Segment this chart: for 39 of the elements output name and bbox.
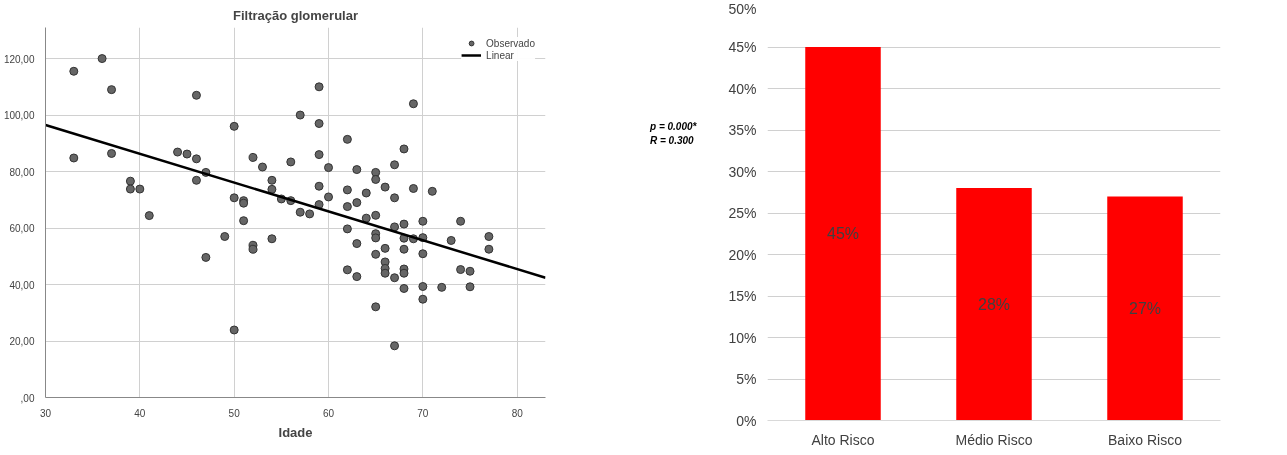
bar — [1107, 196, 1183, 421]
x-axis-title: Idade — [278, 424, 313, 440]
y-tick-label: 100,00 — [3, 110, 35, 122]
x-tick-label: 70 — [417, 407, 429, 419]
text: p = 0.000* — [650, 121, 697, 132]
text: R = 0.300 — [650, 135, 694, 147]
y-tick-label: 40,00 — [9, 279, 35, 291]
y-tick-label: 35% — [728, 122, 757, 138]
y-tick-label: 25% — [728, 205, 757, 221]
x-tick-label: 60 — [322, 407, 335, 419]
chart-title: Filtração glomerular — [233, 7, 358, 23]
x-tick-label: 30 — [39, 407, 52, 419]
legend-label: Linear — [486, 49, 514, 61]
y-tick-label: 40% — [728, 80, 757, 97]
x-tick-label: Alto Risco — [811, 431, 875, 448]
y-tick-label: 120,00 — [3, 53, 35, 65]
y-tick-label: 20% — [728, 246, 757, 263]
y-tick-label: 30% — [728, 163, 757, 180]
data-label: 27% — [1128, 299, 1162, 317]
y-tick-label: 45% — [728, 39, 757, 55]
x-tick-label: Médio Risco — [955, 431, 1033, 448]
y-tick-label: 15% — [728, 288, 757, 304]
data-label: 45% — [826, 225, 860, 243]
data-label: 28% — [977, 295, 1011, 313]
x-tick-label: 50 — [228, 407, 241, 419]
y-tick-label: 50% — [728, 0, 757, 17]
x-tick-label: 40 — [134, 407, 146, 419]
y-tick-label: 80,00 — [9, 166, 35, 178]
bar — [956, 188, 1032, 421]
y-tick-label: 0% — [736, 412, 757, 429]
y-tick-label: 20,00 — [9, 336, 35, 348]
y-tick-label: 60,00 — [9, 223, 35, 235]
y-tick-label: 10% — [728, 329, 757, 346]
x-tick-label: 80 — [511, 407, 524, 419]
y-tick-label: ,00 — [20, 392, 35, 404]
y-tick-label: 5% — [736, 371, 757, 387]
x-tick-label: Baixo Risco — [1108, 431, 1183, 448]
bar — [805, 47, 881, 421]
legend-label: Observado — [486, 37, 535, 49]
